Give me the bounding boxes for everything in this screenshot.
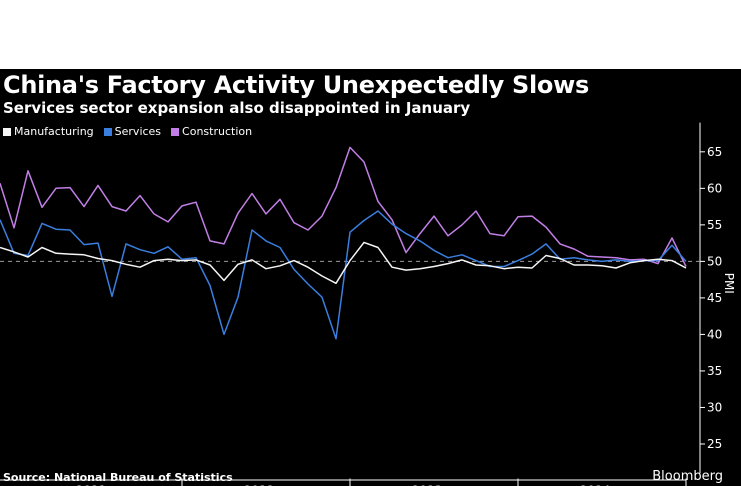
y-tick-label-35: 35	[707, 364, 722, 378]
y-axis-title: PMI	[722, 273, 736, 294]
y-tick-label-30: 30	[707, 400, 722, 414]
legend-label-manufacturing: Manufacturing	[14, 125, 94, 138]
bloomberg-logo: Bloomberg	[652, 469, 723, 484]
y-tick-label-40: 40	[707, 327, 722, 341]
series-line-construction	[0, 146, 687, 267]
legend: Manufacturing Services Construction	[3, 125, 252, 138]
legend-swatch-services	[103, 127, 112, 136]
legend-swatch-construction	[171, 127, 180, 136]
legend-label-services: Services	[114, 125, 162, 138]
y-tick-label-25: 25	[707, 437, 722, 451]
y-tick-label-45: 45	[707, 291, 722, 305]
y-tick-label-55: 55	[707, 218, 722, 232]
chart-title: China's Factory Activity Unexpectedly Sl…	[3, 71, 589, 99]
series-line-services	[0, 210, 687, 340]
x-tick-label-2021: 2021	[76, 484, 107, 486]
chart-plot: 25 30 35 40 45 50 55 60 65 PMI 2021 2022 2023 2024	[0, 122, 736, 486]
y-tick-label-65: 65	[707, 145, 722, 159]
x-tick-label-2022: 2022	[244, 484, 275, 486]
legend-swatch-manufacturing	[3, 127, 11, 136]
y-tick-label-50: 50	[707, 254, 722, 268]
legend-label-construction: Construction	[182, 125, 253, 138]
legend-item-manufacturing: Manufacturing	[3, 125, 94, 138]
x-tick-label-2024: 2024	[580, 484, 611, 486]
legend-item-construction: Construction	[171, 125, 252, 138]
chart-subtitle: Services sector expansion also disappoin…	[3, 99, 471, 117]
y-tick-label-60: 60	[707, 181, 722, 195]
series-line-manufacturing	[0, 241, 687, 285]
x-tick-label-2023: 2023	[412, 484, 443, 486]
chart-panel: China's Factory Activity Unexpectedly Sl…	[0, 69, 741, 486]
legend-item-services: Services	[103, 125, 162, 138]
source-note: Source: National Bureau of Statistics	[3, 471, 233, 484]
